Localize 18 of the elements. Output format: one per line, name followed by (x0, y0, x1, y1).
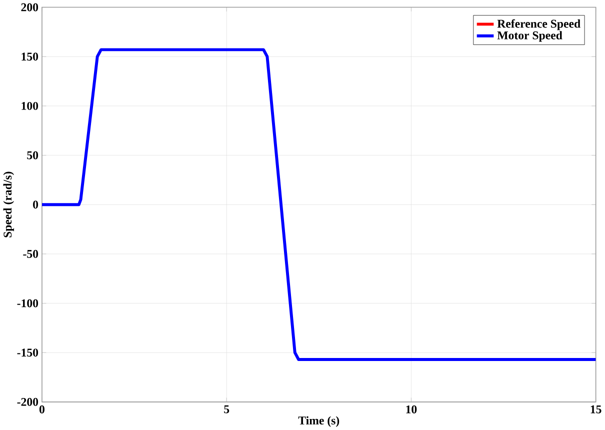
y-tick-label: 200 (21, 3, 38, 12)
y-tick-label: 50 (27, 151, 38, 160)
y-tick-label: 150 (22, 52, 38, 60)
y-tick-label: -50 (23, 250, 38, 258)
x-tick-label: 15 (590, 405, 602, 414)
legend-label: Motor Speed (497, 30, 562, 42)
y-axis-title: Speed (rad/s) (3, 172, 14, 238)
legend-label: Reference Speed (497, 19, 580, 30)
y-tick-label: -200 (17, 398, 38, 406)
y-tick-label: -150 (17, 348, 38, 356)
x-tick-label: 5 (224, 405, 230, 414)
x-axis-title: Time (s) (298, 416, 340, 427)
x-tick-label: 0 (39, 405, 44, 414)
y-tick-label: -100 (17, 299, 38, 308)
y-tick-label: 100 (22, 102, 38, 110)
y-tick-label: 0 (33, 200, 38, 208)
line-series (42, 48, 596, 361)
x-tick-label: 10 (406, 405, 417, 414)
